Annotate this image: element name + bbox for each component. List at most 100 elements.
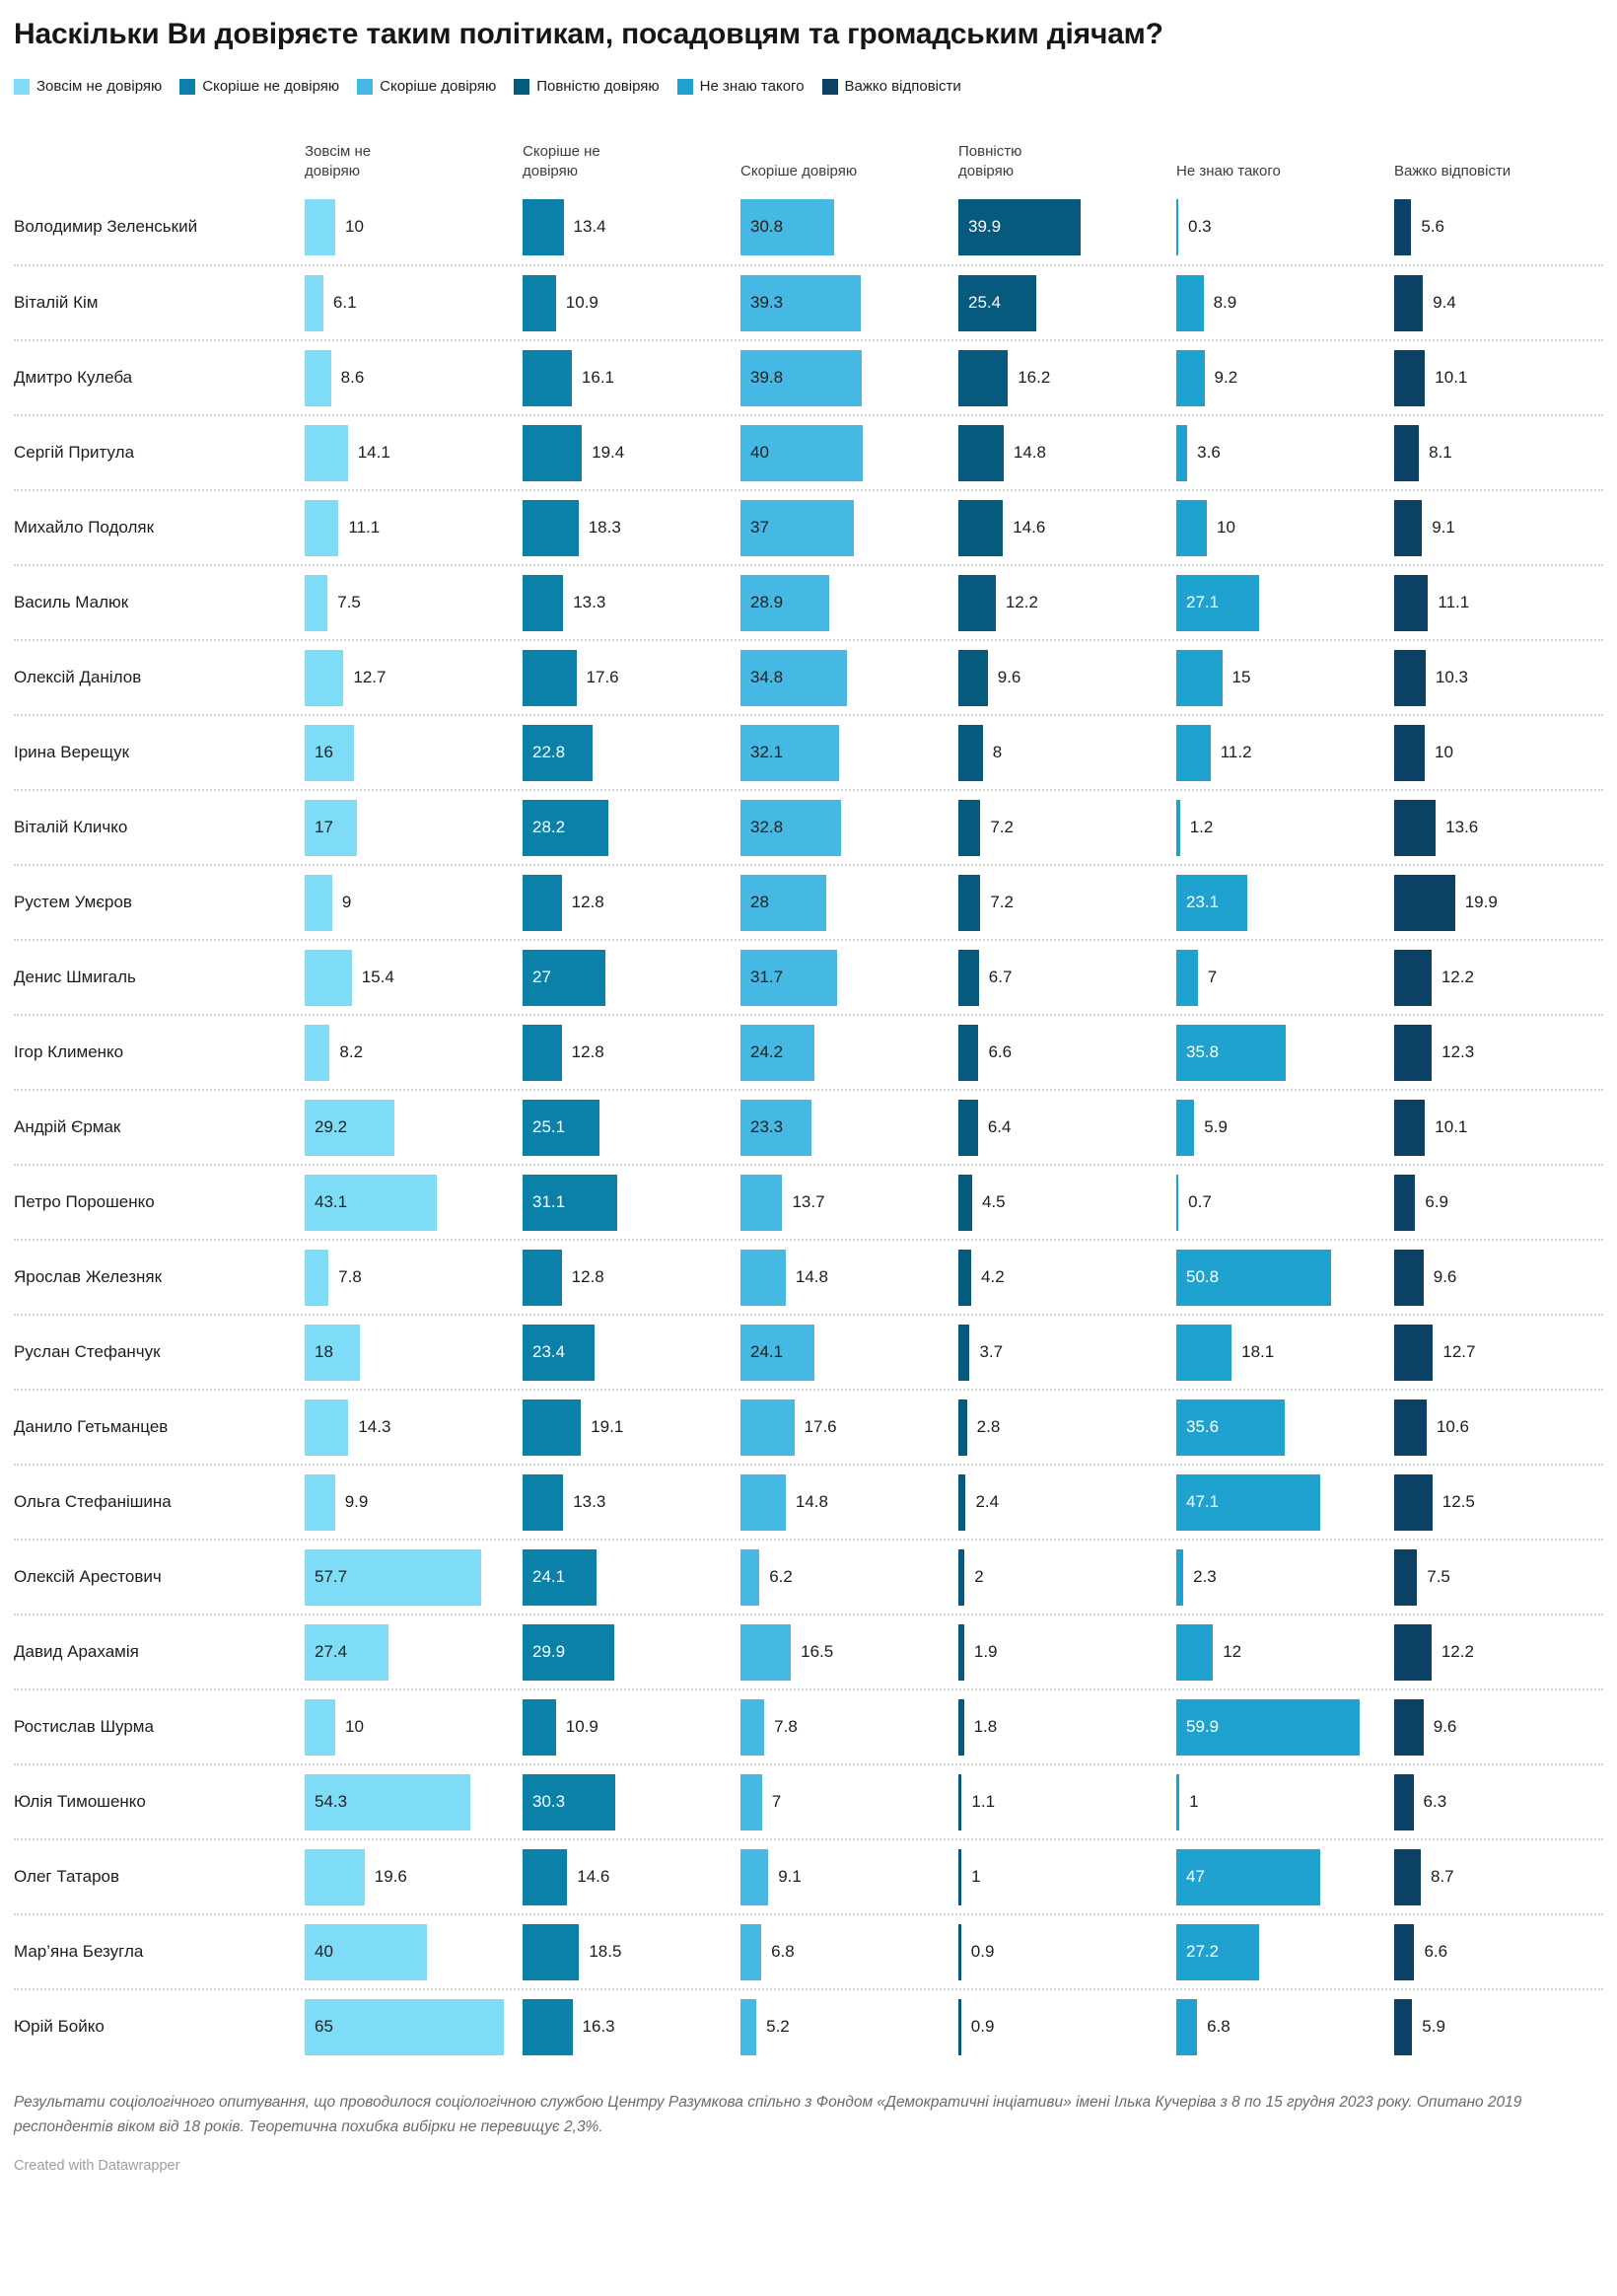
bar-cell: 3.6 xyxy=(1176,424,1394,481)
bar-cell: 23.1 xyxy=(1176,874,1394,931)
legend: Зовсім не довіряю Скоріше не довіряю Скорі… xyxy=(14,78,1603,99)
value-bar xyxy=(740,874,826,931)
bar-cell: 8.1 xyxy=(1394,424,1612,481)
value-bar xyxy=(523,1773,615,1830)
politician-name: Юрій Бойко xyxy=(14,2017,105,2036)
bar-cell: 18.1 xyxy=(1176,1324,1394,1381)
bar-cell: 9.6 xyxy=(958,649,1176,706)
politician-name: Василь Малюк xyxy=(14,593,129,611)
bar-cell: 16.5 xyxy=(740,1623,958,1681)
value-bar xyxy=(305,1249,329,1306)
bar-value-label: 11.1 xyxy=(1438,593,1470,611)
legend-label: Важко відповісти xyxy=(844,78,961,95)
bar-cell: 14.3 xyxy=(305,1399,523,1456)
bar-value-label: 6.4 xyxy=(987,1117,1012,1136)
value-bar xyxy=(305,1923,427,1980)
bar-value-label: 24.2 xyxy=(750,1042,784,1061)
bar-cell: 19.9 xyxy=(1394,874,1612,931)
bar-value-label: 6.9 xyxy=(1425,1192,1449,1211)
value-bar xyxy=(958,1548,965,1606)
value-bar xyxy=(1176,499,1207,556)
bar-value-label: 10 xyxy=(345,217,364,236)
bar-value-label: 14.6 xyxy=(1013,518,1046,537)
bar-cell: 11.1 xyxy=(305,499,523,556)
bar-value-label: 30.3 xyxy=(532,1792,566,1811)
value-bar xyxy=(523,499,579,556)
bar-value-label: 27.4 xyxy=(315,1642,348,1661)
value-bar xyxy=(1176,574,1259,631)
value-bar xyxy=(958,874,981,931)
value-bar xyxy=(1176,1923,1260,1980)
bar-cell: 1 xyxy=(1176,1773,1394,1830)
bar-cell: 16.1 xyxy=(523,349,740,406)
bar-cell: 8.9 xyxy=(1176,274,1394,331)
bar-value-label: 11.1 xyxy=(348,518,381,537)
bar-value-label: 19.6 xyxy=(374,1867,407,1886)
bar-cell: 10.3 xyxy=(1394,649,1612,706)
bar-cell: 4.2 xyxy=(958,1249,1176,1306)
bar-value-label: 6.2 xyxy=(769,1567,793,1586)
bar-value-label: 31.1 xyxy=(532,1192,566,1211)
value-bar xyxy=(523,349,572,406)
table-row: Ростислав Шурма 10 10.9 7.8 1.8 59.9 9.6 xyxy=(14,1688,1603,1763)
bar-cell: 2 xyxy=(958,1548,1176,1606)
bar-value-label: 30.8 xyxy=(750,217,784,236)
value-bar xyxy=(1394,1998,1413,2055)
value-bar xyxy=(305,574,328,631)
bar-value-label: 16.2 xyxy=(1018,368,1051,387)
bar-value-label: 7 xyxy=(771,1792,782,1811)
bar-value-label: 14.6 xyxy=(577,1867,610,1886)
bar-cell: 12.8 xyxy=(523,1024,740,1081)
bar-value-label: 0.3 xyxy=(1188,217,1212,236)
bar-value-label: 0.9 xyxy=(970,2017,995,2036)
bar-cell: 4.5 xyxy=(958,1174,1176,1231)
bar-cell: 7.2 xyxy=(958,799,1176,856)
bar-cell: 34.8 xyxy=(740,649,958,706)
legend-item-2: Скоріше не довіряю xyxy=(179,78,339,95)
table-row: Юлія Тимошенко 54.3 30.3 7 1.1 1 6.3 xyxy=(14,1763,1603,1838)
value-bar xyxy=(1176,1548,1184,1606)
bar-value-label: 40 xyxy=(315,1942,333,1961)
bar-value-label: 6.6 xyxy=(1424,1942,1448,1961)
bar-value-label: 12.5 xyxy=(1441,1492,1475,1511)
bar-value-label: 39.3 xyxy=(750,293,784,312)
bar-cell: 2.8 xyxy=(958,1399,1176,1456)
bar-value-label: 14.8 xyxy=(795,1492,828,1511)
bar-cell: 18 xyxy=(305,1324,523,1381)
value-bar xyxy=(958,574,996,631)
bar-value-label: 27 xyxy=(532,968,551,986)
column-header-1: Зовсім не довіряю xyxy=(305,142,372,179)
bar-cell: 65 xyxy=(305,1998,523,2055)
bar-cell: 6.4 xyxy=(958,1099,1176,1156)
value-bar xyxy=(305,1174,437,1231)
bar-cell: 6.3 xyxy=(1394,1773,1612,1830)
value-bar xyxy=(1176,1249,1332,1306)
value-bar xyxy=(958,1923,961,1980)
legend-item-6: Важко відповісти xyxy=(821,78,961,95)
legend-label: Скоріше довіряю xyxy=(380,78,497,95)
bar-value-label: 19.1 xyxy=(591,1417,624,1436)
bar-cell: 10 xyxy=(1176,499,1394,556)
bar-value-label: 5.2 xyxy=(766,2017,790,2036)
value-bar xyxy=(740,1773,762,1830)
bar-cell: 19.4 xyxy=(523,424,740,481)
legend-item-5: Не знаю такого xyxy=(676,78,805,95)
value-bar xyxy=(305,1848,365,1905)
bar-cell: 10.9 xyxy=(523,1698,740,1756)
value-bar xyxy=(1176,1623,1214,1681)
bar-value-label: 5.9 xyxy=(1422,2017,1445,2036)
bar-cell: 16.3 xyxy=(523,1998,740,2055)
value-bar xyxy=(523,724,593,781)
bar-cell: 27 xyxy=(523,949,740,1006)
bar-value-label: 8.9 xyxy=(1213,293,1237,312)
value-bar xyxy=(740,799,841,856)
bar-value-label: 9.6 xyxy=(1433,1267,1457,1286)
value-bar xyxy=(740,424,863,481)
bar-value-label: 3.6 xyxy=(1197,443,1221,462)
value-bar xyxy=(1394,424,1420,481)
bar-value-label: 31.7 xyxy=(750,968,784,986)
bar-cell: 47.1 xyxy=(1176,1473,1394,1531)
bar-cell: 28.2 xyxy=(523,799,740,856)
bar-cell: 31.7 xyxy=(740,949,958,1006)
bar-cell: 13.3 xyxy=(523,574,740,631)
